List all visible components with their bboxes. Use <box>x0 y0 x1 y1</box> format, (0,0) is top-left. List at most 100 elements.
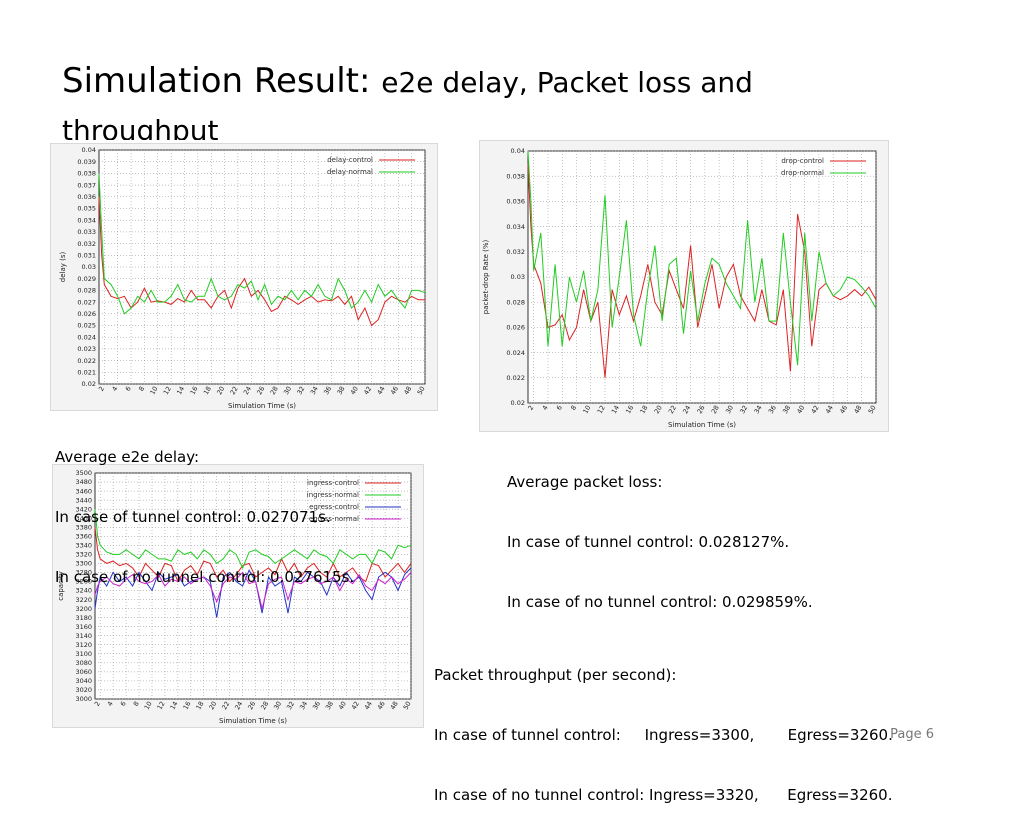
y-tick-label: 3380 <box>75 523 92 531</box>
delay-chart: 0.02 0.021 0.022 0.023 0.024 0.025 0.026 0.027 0… <box>50 143 438 411</box>
x-tick-label: 24 <box>242 385 253 396</box>
slide-title-container: Simulation Result: e2e delay, Packet los… <box>62 58 902 140</box>
x-tick-label: 20 <box>207 700 218 711</box>
y-tick-label: 3420 <box>75 505 92 513</box>
legend-label: drop-control <box>781 157 824 165</box>
y-tick-label: 3000 <box>75 695 92 703</box>
y-tick-label: 0.033 <box>77 228 96 236</box>
y-tick-label: 0.032 <box>506 248 525 256</box>
y-tick-label: 0.029 <box>77 275 96 283</box>
y-tick-label: 0.02 <box>82 380 96 388</box>
y-tick-label: 3480 <box>75 478 92 486</box>
x-tick-label: 12 <box>596 404 607 415</box>
y-tick-label: 3140 <box>75 632 92 640</box>
x-tick-label: 2 <box>93 700 102 708</box>
x-tick-label: 50 <box>402 700 413 711</box>
packet-drop-chart: 0.02 0.022 0.024 0.026 0.028 0.03 0.032 0.034 0.… <box>479 140 889 432</box>
x-tick-label: 46 <box>389 385 400 396</box>
y-tick-label: 3020 <box>75 686 92 694</box>
series-line-ingress-normal <box>94 509 412 570</box>
x-tick-label: 42 <box>362 385 373 396</box>
y-tick-label: 0.037 <box>77 181 96 189</box>
loss-caption: Average packet loss: In case of tunnel c… <box>507 432 813 632</box>
x-tick-label: 36 <box>322 385 333 396</box>
y-tick-label: 3320 <box>75 551 92 559</box>
y-tick-label: 3040 <box>75 677 92 685</box>
x-tick-label: 30 <box>282 385 293 396</box>
x-tick-label: 48 <box>402 385 413 396</box>
x-tick-label: 4 <box>541 404 550 412</box>
x-tick-label: 32 <box>285 700 296 711</box>
y-tick-label: 3300 <box>75 560 92 568</box>
y-tick-label: 0.031 <box>77 252 96 260</box>
x-tick-label: 40 <box>795 404 806 415</box>
legend-label: delay-normal <box>327 168 373 176</box>
x-tick-label: 28 <box>259 700 270 711</box>
y-tick-label: 3160 <box>75 623 92 631</box>
x-tick-label: 38 <box>781 404 792 415</box>
y-tick-label: 3060 <box>75 668 92 676</box>
series-line-delay-normal <box>98 173 426 315</box>
x-tick-label: 10 <box>148 385 159 396</box>
x-tick-label: 20 <box>215 385 226 396</box>
y-tick-label: 0.034 <box>506 223 525 231</box>
x-tick-label: 30 <box>724 404 735 415</box>
x-tick-label: 14 <box>175 385 186 396</box>
delay-caption-line: In case of tunnel control: 0.027071s. <box>55 508 331 526</box>
page-number: Page 6 <box>890 727 934 742</box>
y-tick-label: 0.024 <box>77 333 96 341</box>
plot-area <box>94 472 412 700</box>
loss-caption-line: In case of no tunnel control: 0.029859%. <box>507 593 813 611</box>
series-line-drop-normal <box>527 150 877 366</box>
y-tick-label: 0.028 <box>77 287 96 295</box>
y-tick-label: 3120 <box>75 641 92 649</box>
y-tick-label: 3180 <box>75 614 92 622</box>
x-tick-label: 30 <box>272 700 283 711</box>
y-tick-label: 0.039 <box>77 158 96 166</box>
y-tick-label: 0.022 <box>77 357 96 365</box>
y-tick-label: 0.021 <box>77 369 96 377</box>
loss-caption-line: In case of tunnel control: 0.028127%. <box>507 533 790 551</box>
y-axis-label: capacity <box>57 571 65 601</box>
y-tick-label: 3340 <box>75 542 92 550</box>
y-tick-label: 0.034 <box>77 216 96 224</box>
x-tick-label: 6 <box>124 385 133 393</box>
x-tick-label: 38 <box>324 700 335 711</box>
throughput-caption-line: In case of no tunnel control: Ingress=33… <box>434 786 893 804</box>
y-axis-label: delay (s) <box>59 252 67 283</box>
x-tick-label: 26 <box>255 385 266 396</box>
x-tick-label: 24 <box>681 404 692 415</box>
x-axis-label: Simulation Time (s) <box>228 402 296 410</box>
y-tick-label: 3220 <box>75 596 92 604</box>
x-tick-label: 18 <box>202 385 213 396</box>
delay-caption-line: In case of no tunnel control: 0.027615s. <box>55 568 355 586</box>
delay-caption: Average e2e delay: In case of tunnel con… <box>55 407 354 607</box>
title-main: Simulation Result: <box>62 61 371 101</box>
y-tick-label: 0.025 <box>77 322 96 330</box>
y-tick-label: 0.027 <box>77 298 96 306</box>
x-tick-label: 40 <box>337 700 348 711</box>
x-tick-label: 22 <box>220 700 231 711</box>
throughput-caption-line: In case of tunnel control: Ingress=3300,… <box>434 726 893 744</box>
legend-label: ingress-control <box>307 479 359 487</box>
y-tick-label: 0.04 <box>511 147 525 155</box>
x-tick-label: 16 <box>189 385 200 396</box>
x-tick-label: 2 <box>97 385 106 393</box>
x-tick-label: 34 <box>753 404 764 415</box>
y-tick-label: 0.036 <box>77 193 96 201</box>
x-tick-label: 44 <box>824 404 835 415</box>
series-line-drop-control <box>527 163 877 378</box>
slide-title: Simulation Result: e2e delay, Packet los… <box>62 58 882 140</box>
series-line-ingress-control <box>94 527 412 583</box>
y-tick-label: 0.026 <box>506 324 525 332</box>
y-tick-label: 3260 <box>75 578 92 586</box>
y-tick-label: 0.035 <box>77 205 96 213</box>
x-axis-label: Simulation Time (s) <box>668 421 736 429</box>
legend-label: egress-normal <box>309 515 359 523</box>
y-tick-label: 0.038 <box>506 172 525 180</box>
legend-label: ingress-normal <box>307 491 359 499</box>
throughput-chart-svg: 3000302030403060308031003120314031603180… <box>57 469 413 725</box>
x-tick-label: 14 <box>169 700 180 711</box>
x-tick-label: 50 <box>416 385 427 396</box>
x-tick-label: 8 <box>569 404 578 412</box>
